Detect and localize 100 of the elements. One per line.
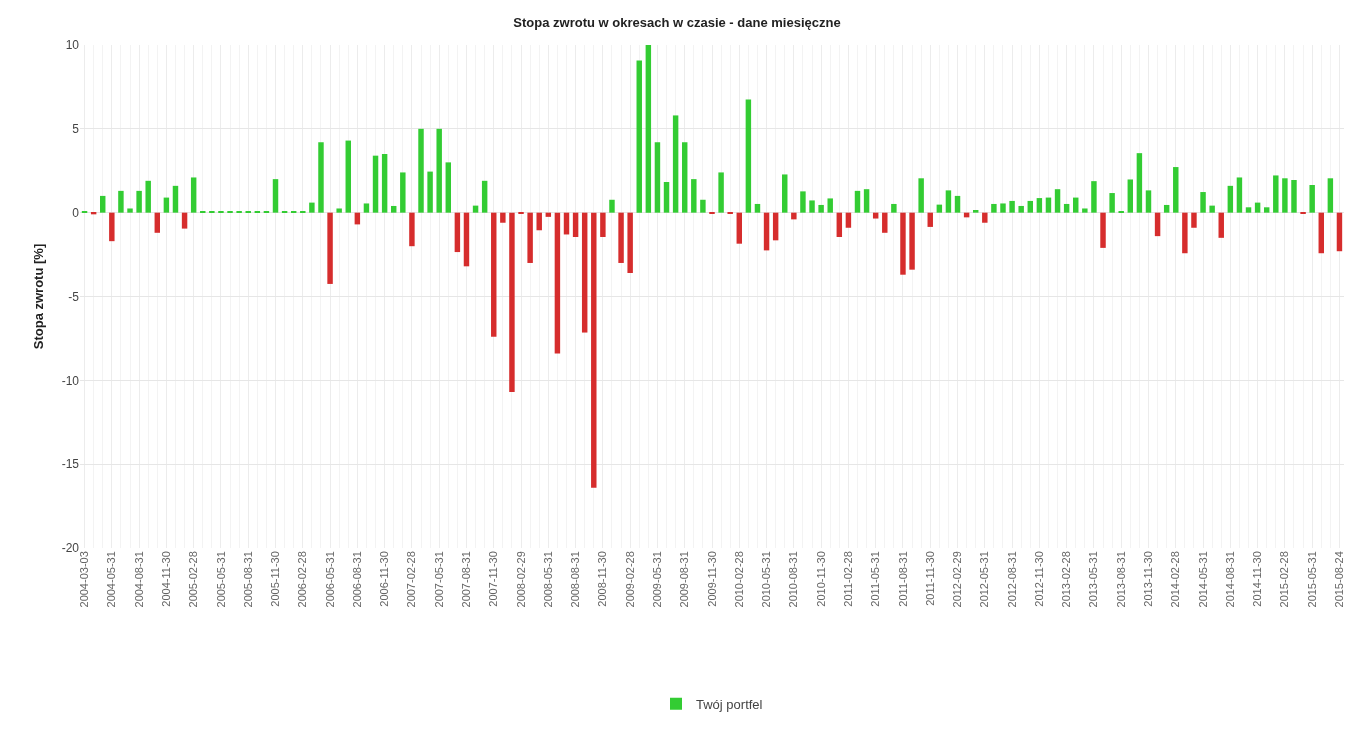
bar: [900, 212, 906, 275]
bar: [1091, 181, 1097, 213]
x-tick-label: 2009-11-30: [705, 551, 718, 607]
y-tick-label: -15: [61, 457, 80, 472]
bar: [1163, 204, 1170, 213]
bar: [127, 208, 133, 213]
bar: [1336, 212, 1343, 252]
bar: [982, 212, 988, 223]
bar: [391, 205, 397, 213]
bar: [536, 212, 542, 231]
x-tick-label: 2013-11-30: [1142, 551, 1155, 607]
bar: [936, 204, 943, 213]
bar: [882, 212, 888, 233]
bar: [1173, 167, 1179, 213]
bar: [600, 212, 606, 237]
bar: [1200, 192, 1206, 213]
bar: [1218, 212, 1224, 238]
x-tick-label: 2005-02-28: [187, 551, 200, 608]
bar: [1154, 212, 1161, 237]
bar: [318, 142, 324, 213]
x-tick-label: 2006-11-30: [378, 551, 391, 607]
bar: [872, 212, 879, 219]
bar: [918, 178, 924, 213]
x-tick-label: 2011-08-31: [896, 551, 909, 607]
bar: [1273, 175, 1279, 213]
x-tick-label: 2004-03-03: [78, 551, 91, 608]
x-tick-label: 2012-11-30: [1032, 551, 1045, 607]
bar: [381, 153, 388, 213]
bar: [1254, 202, 1261, 213]
y-axis-title: Stopa zwrotu [%]: [30, 243, 46, 350]
bar: [181, 212, 188, 229]
x-tick-label: 2008-11-30: [596, 551, 609, 607]
bar: [436, 128, 442, 213]
bar: [1318, 212, 1324, 254]
bar: [1291, 179, 1297, 213]
x-tick-label: 2011-05-31: [869, 551, 882, 607]
bar: [791, 212, 797, 220]
bar: [991, 203, 997, 213]
x-tick-label: 2005-08-31: [241, 551, 254, 608]
bar: [172, 185, 179, 213]
bar: [309, 202, 315, 213]
bar: [463, 212, 470, 267]
bar: [972, 209, 979, 213]
bar: [700, 199, 706, 213]
bar: [272, 179, 279, 213]
x-tick-label: 2012-02-29: [951, 551, 964, 608]
x-tick-label: 2009-08-31: [678, 551, 691, 608]
bar: [372, 155, 379, 213]
x-tick-label: 2005-05-31: [214, 551, 227, 608]
bar: [118, 190, 124, 213]
x-tick-label: 2004-08-31: [132, 551, 145, 608]
chart-title: Stopa zwrotu w okresach w czasie - dane miesięczne: [513, 15, 841, 31]
bar: [363, 203, 370, 213]
x-tick-label: 2008-05-31: [541, 551, 554, 608]
bar: [854, 190, 861, 213]
bar: [863, 189, 870, 213]
bar: [345, 140, 351, 213]
bar: [136, 190, 142, 213]
bar: [1236, 177, 1243, 213]
bar: [572, 212, 579, 237]
x-tick-label: 2010-08-31: [787, 551, 800, 608]
x-tick-label: 2008-08-31: [569, 551, 582, 608]
bar: [745, 99, 752, 213]
bar: [1227, 185, 1234, 213]
x-tick-label: 2008-02-29: [514, 551, 527, 608]
bar: [154, 212, 161, 233]
bar: [1136, 153, 1143, 213]
y-tick-label: -10: [61, 373, 80, 388]
x-tick-label: 2007-05-31: [432, 551, 445, 608]
y-tick-label: -20: [61, 541, 80, 556]
bar: [409, 212, 415, 247]
legend-label: Twój portfel: [696, 696, 763, 712]
x-tick-label: 2012-05-31: [978, 551, 991, 608]
bar: [836, 212, 843, 237]
x-tick-label: 2007-08-31: [460, 551, 473, 608]
x-tick-label: 2004-05-31: [105, 551, 118, 608]
y-tick-label: 5: [72, 122, 80, 137]
bar: [327, 212, 333, 284]
bar: [909, 212, 915, 270]
x-tick-label: 2012-08-31: [1005, 551, 1018, 608]
x-tick-label: 2013-02-28: [1060, 551, 1073, 608]
x-tick-label: 2015-05-31: [1305, 551, 1318, 608]
bar: [1282, 178, 1288, 213]
bar: [581, 212, 588, 333]
bar: [618, 212, 624, 263]
bar: [418, 128, 424, 213]
bar: [1327, 178, 1334, 213]
bar: [1191, 212, 1197, 228]
x-tick-label: 2007-11-30: [487, 551, 500, 607]
y-tick-label: 0: [72, 205, 80, 220]
x-tick-label: 2013-08-31: [1114, 551, 1127, 608]
bar: [1145, 190, 1152, 213]
bar: [691, 179, 697, 213]
bar: [809, 200, 815, 213]
bar: [1182, 212, 1188, 254]
bar: [1127, 179, 1134, 213]
bar: [654, 142, 661, 213]
bar: [1000, 203, 1006, 213]
x-tick-label: 2014-05-31: [1196, 551, 1209, 608]
y-tick-label: 10: [65, 38, 80, 53]
